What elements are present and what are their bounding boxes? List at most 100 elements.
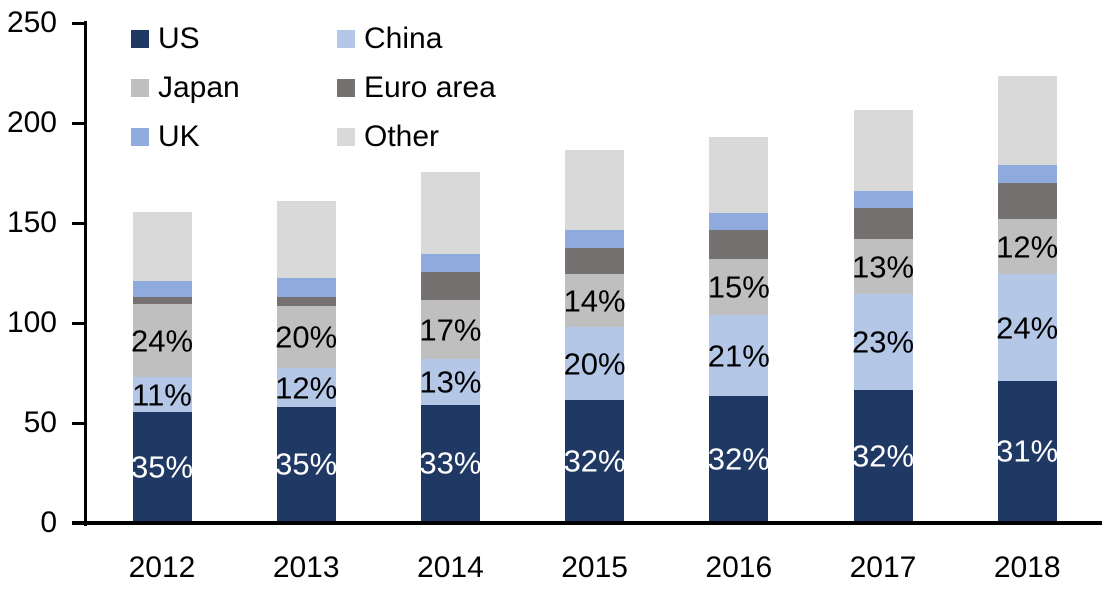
bar-segment-euro-area bbox=[853, 208, 913, 239]
bar-pct-label: 24% bbox=[996, 310, 1059, 345]
bar-segment-japan bbox=[276, 306, 336, 368]
bar-pct-label: 31% bbox=[996, 433, 1059, 469]
legend-label: China bbox=[364, 22, 443, 55]
bar-segment-china bbox=[420, 359, 480, 405]
bar-segment-other bbox=[132, 212, 192, 281]
bar-segment-us bbox=[565, 400, 625, 521]
bar-segment-uk bbox=[709, 213, 769, 230]
bar-segment-china bbox=[276, 368, 336, 407]
bar-segment-other bbox=[420, 172, 480, 254]
bar-segment-euro-area bbox=[709, 230, 769, 259]
bar-pct-label: 12% bbox=[996, 229, 1059, 264]
bar-segment-other bbox=[997, 76, 1057, 165]
bar-pct-label: 13% bbox=[419, 364, 482, 400]
bar-segment-china bbox=[997, 274, 1057, 381]
bar-segment-japan bbox=[997, 219, 1057, 274]
bar-segment-euro-area bbox=[997, 183, 1057, 219]
legend-swatch-icon bbox=[131, 128, 149, 146]
y-axis-tick bbox=[72, 221, 85, 225]
legend-label: Euro area bbox=[364, 71, 496, 104]
y-axis-tick bbox=[72, 21, 85, 25]
bar-pct-label: 33% bbox=[419, 445, 482, 481]
bar-pct-label: 12% bbox=[275, 370, 338, 405]
bar-segment-us bbox=[420, 405, 480, 521]
bar-segment-japan bbox=[709, 259, 769, 315]
legend: US China Japan Euro area UK Other bbox=[131, 22, 496, 154]
bar-pct-label: 35% bbox=[130, 449, 194, 484]
legend-swatch-icon bbox=[131, 79, 149, 97]
legend-item-uk: UK bbox=[131, 120, 337, 154]
x-axis-label: 2018 bbox=[993, 551, 1061, 584]
legend-item-other: Other bbox=[337, 120, 496, 154]
bar-segment-japan bbox=[132, 304, 192, 377]
bar-segment-uk bbox=[420, 254, 480, 272]
y-axis-label: 100 bbox=[6, 306, 57, 339]
bar-segment-us bbox=[997, 381, 1057, 521]
bar-segment-japan bbox=[420, 300, 480, 359]
bar-pct-label: 15% bbox=[707, 269, 770, 305]
x-axis-label: 2017 bbox=[849, 551, 917, 584]
x-axis-label: 2014 bbox=[417, 551, 484, 584]
bar-segment-uk bbox=[565, 230, 625, 248]
legend-label: UK bbox=[158, 120, 200, 153]
bar-pct-label: 32% bbox=[563, 443, 626, 478]
y-axis-line bbox=[84, 21, 87, 526]
bar-pct-label: 24% bbox=[130, 323, 194, 358]
legend-item-us: US bbox=[131, 22, 337, 56]
legend-label: US bbox=[158, 22, 200, 55]
bar-pct-label: 14% bbox=[563, 283, 626, 318]
y-axis-tick bbox=[72, 321, 85, 325]
legend-swatch-icon bbox=[131, 30, 149, 48]
bar-segment-china bbox=[709, 315, 769, 396]
legend-item-japan: Japan bbox=[131, 71, 337, 105]
bar-segment-japan bbox=[853, 239, 913, 294]
bar-pct-label: 32% bbox=[851, 438, 915, 473]
legend-swatch-icon bbox=[337, 30, 355, 48]
bar-pct-label: 20% bbox=[275, 319, 338, 355]
bar-segment-euro-area bbox=[420, 272, 480, 300]
bar-pct-label: 20% bbox=[563, 346, 626, 381]
bar-pct-label: 35% bbox=[275, 446, 338, 482]
bar-segment-japan bbox=[565, 274, 625, 327]
legend-item-china: China bbox=[337, 22, 496, 56]
bar-segment-us bbox=[132, 412, 192, 521]
bar-segment-other bbox=[709, 137, 769, 213]
bar-segment-other bbox=[853, 110, 913, 191]
bar-pct-label: 11% bbox=[132, 377, 192, 412]
bar-segment-uk bbox=[853, 191, 913, 208]
bar-segment-uk bbox=[997, 165, 1057, 183]
y-axis-tick bbox=[72, 421, 85, 425]
bar-segment-us bbox=[276, 407, 336, 521]
bar-pct-label: 21% bbox=[707, 338, 770, 373]
bar-segment-euro-area bbox=[132, 297, 192, 304]
legend-label: Japan bbox=[158, 71, 240, 104]
x-axis-label: 2012 bbox=[128, 551, 196, 584]
bar-segment-uk bbox=[132, 281, 192, 297]
bar-segment-us bbox=[709, 396, 769, 521]
bar-pct-label: 17% bbox=[419, 312, 482, 347]
legend-swatch-icon bbox=[337, 79, 355, 97]
x-axis-label: 2013 bbox=[272, 551, 340, 584]
legend-label: Other bbox=[364, 120, 440, 153]
bar-pct-label: 32% bbox=[707, 441, 770, 476]
y-axis-label: 150 bbox=[6, 206, 57, 239]
legend-item-euro-area: Euro area bbox=[337, 71, 496, 105]
bar-segment-us bbox=[853, 390, 913, 521]
y-axis-label: 200 bbox=[6, 106, 57, 139]
bar-segment-euro-area bbox=[565, 248, 625, 274]
bar-pct-label: 13% bbox=[851, 249, 915, 284]
bar-segment-other bbox=[276, 201, 336, 278]
bar-pct-label: 23% bbox=[851, 324, 915, 360]
bar-segment-other bbox=[565, 150, 625, 230]
bar-segment-china bbox=[853, 294, 913, 390]
y-axis-label: 50 bbox=[23, 406, 57, 439]
y-axis-tick bbox=[72, 121, 85, 125]
x-axis-line bbox=[72, 521, 1102, 525]
x-axis-label: 2016 bbox=[705, 551, 773, 584]
bar-segment-china bbox=[132, 377, 192, 412]
legend-swatch-icon bbox=[337, 128, 355, 146]
x-axis-label: 2015 bbox=[561, 551, 628, 584]
y-axis-label: 0 bbox=[40, 506, 57, 539]
bar-segment-china bbox=[565, 327, 625, 400]
